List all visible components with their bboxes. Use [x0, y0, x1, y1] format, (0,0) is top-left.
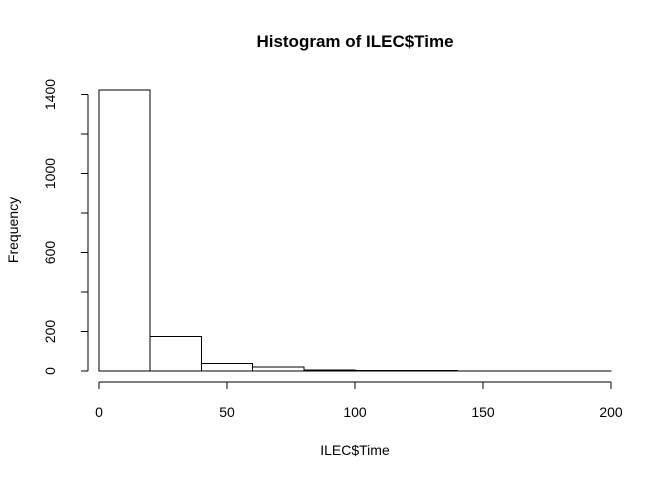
x-tick-label: 100 — [343, 404, 367, 420]
histogram-bar — [303, 369, 356, 372]
x-axis-label: ILEC$Time — [320, 442, 390, 458]
x-tick-label: 150 — [471, 404, 495, 420]
histogram-bar — [149, 335, 202, 372]
bars-group — [98, 89, 612, 372]
x-tick-label: 0 — [95, 404, 103, 420]
y-tick-label: 1000 — [42, 158, 58, 189]
y-tick-label: 0 — [42, 367, 58, 375]
histogram-bar — [200, 362, 254, 372]
x-tick-label: 50 — [219, 404, 235, 420]
y-axis-label: Frequency — [5, 197, 21, 263]
y-tick-label: 200 — [42, 320, 58, 344]
histogram-bar — [98, 89, 151, 372]
histogram-bar — [252, 366, 305, 372]
chart-title: Histogram of ILEC$Time — [256, 32, 453, 51]
x-axis: 0 50 100 150 200 — [95, 381, 623, 420]
y-tick-label: 1400 — [42, 79, 58, 110]
y-axis: 0 200 600 1000 1400 — [42, 79, 89, 375]
histogram-bar — [354, 369, 407, 372]
y-tick-label: 600 — [42, 241, 58, 265]
x-tick-label: 200 — [599, 404, 623, 420]
